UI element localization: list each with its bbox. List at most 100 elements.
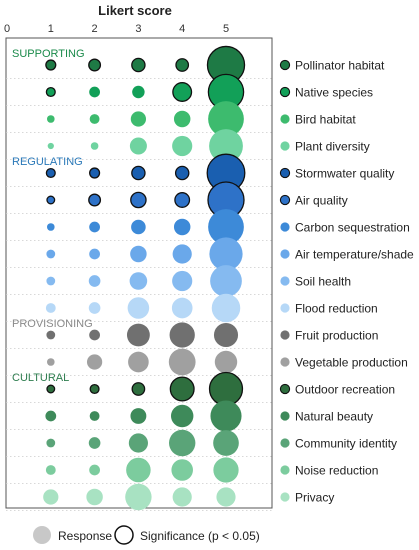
legend-marker-air-temperature-shade	[280, 249, 290, 259]
bubble-noise-reduction-score-2	[89, 464, 100, 476]
bubble-soil-health-score-5	[210, 265, 242, 297]
bubble-outdoor-recreation-score-1	[46, 384, 56, 394]
bubble-pollinator-habitat-score-2	[88, 58, 102, 72]
legend-marker-carbon-sequestration	[280, 222, 290, 232]
x-tick-label-1: 1	[48, 23, 54, 35]
bubble-outdoor-recreation-score-4	[169, 376, 195, 402]
category-label-vegetable-production: Vegetable production	[295, 356, 408, 370]
bubble-pollinator-habitat-score-3	[131, 57, 146, 73]
x-tick-label-2: 2	[92, 23, 98, 35]
bubble-soil-health-score-2	[88, 275, 101, 287]
bubble-fruit-production-score-1	[46, 330, 56, 340]
group-label-cultural: CULTURAL	[12, 372, 69, 384]
bubble-bird-habitat-score-5	[208, 101, 244, 137]
bubble-flood-reduction-score-5	[211, 293, 241, 323]
bubble-pollinator-habitat-score-4	[175, 58, 190, 72]
bubble-bird-habitat-score-4	[173, 110, 191, 128]
bubble-outdoor-recreation-score-3	[131, 382, 146, 396]
bubble-air-quality-score-3	[130, 191, 147, 209]
bubble-native-species-score-2	[89, 86, 100, 98]
legend-marker-natural-beauty	[280, 411, 290, 421]
bubble-soil-health-score-1	[46, 276, 56, 286]
bubble-air-temperature-shade-score-1	[46, 249, 56, 259]
bubble-privacy-score-2	[86, 488, 103, 506]
bubble-fruit-production-score-3	[126, 323, 150, 347]
legend-significance-label: Significance (p < 0.05)	[140, 529, 260, 543]
legend-marker-stormwater-quality	[279, 167, 291, 179]
category-label-noise-reduction: Noise reduction	[295, 464, 378, 478]
x-axis-title: Likert score	[98, 3, 172, 18]
bubble-soil-health-score-4	[172, 270, 193, 292]
bubble-native-species-score-3	[132, 85, 145, 99]
bubble-bird-habitat-score-2	[89, 114, 100, 124]
bubble-flood-reduction-score-4	[171, 297, 193, 319]
bubble-plant-diversity-score-3	[129, 137, 147, 155]
legend-response-label: Response	[58, 529, 112, 543]
legend-response-marker	[33, 526, 51, 544]
x-tick-label-3: 3	[135, 23, 141, 35]
bubble-natural-beauty-score-4	[170, 404, 194, 428]
category-label-stormwater-quality: Stormwater quality	[295, 167, 394, 181]
bubble-community-identity-score-5	[213, 430, 239, 456]
bubble-community-identity-score-2	[88, 437, 101, 449]
bubble-community-identity-score-4	[169, 429, 196, 457]
bubble-carbon-sequestration-score-1	[46, 223, 55, 231]
bubble-fruit-production-score-4	[169, 322, 195, 348]
category-label-carbon-sequestration: Carbon sequestration	[295, 221, 410, 235]
bubble-stormwater-quality-score-4	[174, 165, 190, 181]
bubble-flood-reduction-score-1	[45, 303, 56, 313]
bubble-fruit-production-score-2	[89, 329, 100, 341]
group-label-regulating: REGULATING	[12, 156, 83, 168]
bubble-pollinator-habitat-score-1	[45, 59, 57, 71]
category-label-community-identity: Community identity	[295, 437, 397, 451]
bubble-stormwater-quality-score-1	[45, 167, 56, 179]
category-label-plant-diversity: Plant diversity	[295, 140, 370, 154]
bubble-air-temperature-shade-score-2	[89, 248, 100, 260]
legend-significance-marker	[114, 525, 134, 545]
bubble-carbon-sequestration-score-2	[89, 221, 100, 233]
category-label-bird-habitat: Bird habitat	[295, 113, 356, 127]
bubble-vegetable-production-score-1	[46, 358, 55, 366]
bubble-vegetable-production-score-3	[128, 351, 149, 373]
bubble-stormwater-quality-score-3	[131, 165, 146, 181]
legend-marker-noise-reduction	[280, 465, 290, 475]
x-tick-label-4: 4	[179, 23, 185, 35]
legend-marker-vegetable-production	[280, 357, 290, 367]
bubble-plant-diversity-score-1	[47, 142, 54, 150]
category-label-outdoor-recreation: Outdoor recreation	[295, 383, 395, 397]
legend-marker-community-identity	[280, 438, 290, 448]
bubble-plant-diversity-score-5	[209, 129, 243, 163]
legend-marker-flood-reduction	[280, 303, 290, 313]
bubble-air-temperature-shade-score-4	[172, 244, 192, 264]
bubble-noise-reduction-score-5	[213, 457, 239, 483]
legend-marker-outdoor-recreation	[279, 383, 291, 395]
legend-marker-plant-diversity	[280, 141, 290, 151]
category-label-soil-health: Soil health	[295, 275, 351, 289]
bubble-privacy-score-3	[125, 483, 152, 511]
category-label-privacy: Privacy	[295, 491, 334, 505]
bubble-native-species-score-1	[45, 86, 56, 98]
legend-marker-pollinator-habitat	[279, 59, 291, 71]
x-tick-label-5: 5	[223, 23, 229, 35]
bubble-noise-reduction-score-1	[45, 465, 56, 475]
bubble-natural-beauty-score-1	[45, 410, 57, 422]
bubble-flood-reduction-score-2	[88, 302, 101, 314]
bubble-air-temperature-shade-score-3	[130, 245, 147, 263]
x-tick-label-0: 0	[4, 23, 10, 35]
bubble-native-species-score-4	[172, 82, 193, 102]
bubble-bird-habitat-score-1	[46, 115, 55, 123]
bubble-soil-health-score-3	[129, 272, 148, 290]
bubble-outdoor-recreation-score-2	[89, 383, 100, 395]
bubble-air-quality-score-4	[174, 192, 191, 208]
bubble-natural-beauty-score-2	[89, 411, 100, 421]
bubble-noise-reduction-score-4	[171, 459, 193, 481]
bubble-natural-beauty-score-5	[210, 400, 242, 432]
bubble-plant-diversity-score-2	[90, 142, 99, 150]
bubble-plant-diversity-score-4	[172, 135, 193, 157]
bubble-flood-reduction-score-3	[127, 297, 150, 319]
bubble-community-identity-score-3	[128, 433, 148, 453]
bubble-carbon-sequestration-score-4	[173, 218, 191, 236]
bubble-air-quality-score-2	[88, 193, 102, 207]
legend-marker-native-species	[279, 86, 291, 98]
